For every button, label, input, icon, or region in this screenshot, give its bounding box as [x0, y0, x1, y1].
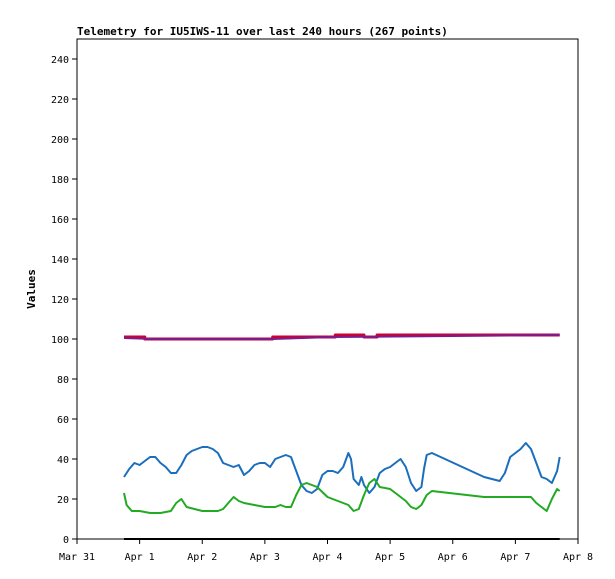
series-line-3	[123, 442, 561, 494]
x-axis-ticks: Mar 31 Apr 1 Apr 2 Apr 3 Apr 4 Apr 5 Apr 6 Apr …	[59, 539, 593, 563]
y-tick-label: 200	[51, 135, 69, 146]
y-tick-label: 140	[51, 255, 69, 266]
chart-title: Telemetry for IU5IWS-11 over last 240 ho…	[77, 25, 448, 38]
y-tick-label: 220	[51, 95, 69, 106]
y-tick-label: 160	[51, 215, 69, 226]
x-tick-label: Apr 4	[312, 552, 342, 563]
x-tick-label: Apr 2	[187, 552, 217, 563]
y-tick-label: 60	[57, 415, 69, 426]
y-tick-label: 20	[57, 495, 69, 506]
y-tick-label: 240	[51, 55, 69, 66]
y-tick-label: 40	[57, 455, 69, 466]
y-tick-label: 80	[57, 375, 69, 386]
x-tick-label: Apr 8	[563, 552, 593, 563]
y-tick-label: 0	[63, 535, 69, 546]
y-axis-ticks: 0 20 40 60 80 100 120 140 160 180 200 220 240	[51, 55, 77, 546]
series-line-2	[123, 334, 560, 340]
x-tick-label: Apr 7	[500, 552, 530, 563]
series-line-4	[123, 478, 561, 514]
y-axis-label: Values	[25, 269, 38, 309]
x-tick-label: Apr 6	[438, 552, 468, 563]
x-tick-label: Apr 3	[250, 552, 280, 563]
x-tick-label: Apr 5	[375, 552, 405, 563]
x-tick-label: Mar 31	[59, 552, 95, 563]
y-tick-label: 100	[51, 335, 69, 346]
series-lines	[123, 333, 561, 540]
x-tick-label: Apr 1	[125, 552, 155, 563]
y-tick-label: 180	[51, 175, 69, 186]
y-tick-label: 120	[51, 295, 69, 306]
